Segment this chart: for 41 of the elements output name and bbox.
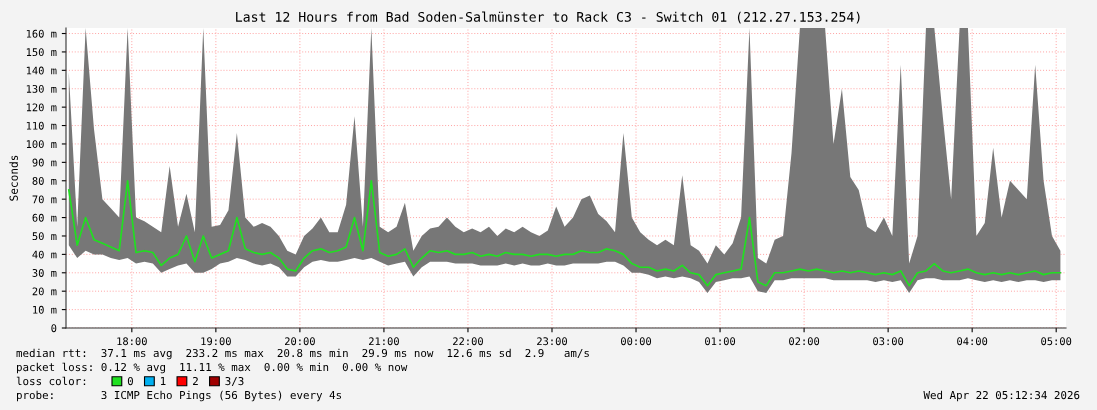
x-tick-label: 22:00 — [453, 337, 483, 346]
y-tick-label: 110 m — [26, 121, 57, 130]
x-tick-label: 03:00 — [873, 337, 904, 346]
y-tick-label: 70 m — [32, 195, 57, 204]
y-tick-label: 160 m — [26, 29, 57, 38]
x-tick-label: 20:00 — [284, 337, 315, 346]
legend-label: 0 — [127, 376, 133, 386]
text: packet loss: 0.12 % avg 11.11 % max 0.00 % min 0.00 % now — [17, 362, 408, 374]
x-tick-label: 19:00 — [201, 337, 231, 346]
x-tick-label: 01:00 — [705, 337, 736, 346]
y-tick-label: 150 m — [26, 48, 57, 57]
y-tick-label: 90 m — [32, 158, 57, 167]
y-tick-label: 140 m — [26, 66, 57, 75]
y-tick-label: 30 m — [32, 269, 57, 277]
x-tick-label: 18:00 — [117, 337, 147, 346]
legend-label: 2 — [193, 376, 198, 386]
y-tick-label: 20 m — [32, 287, 57, 296]
legend-label: 1 — [160, 377, 166, 386]
x-tick-label: 04:00 — [957, 337, 988, 346]
x-tick-label: 23:00 — [537, 337, 567, 346]
y-tick-label: 130 m — [26, 84, 57, 93]
y-tick-label: 0 — [51, 324, 57, 333]
y-axis-title: Seconds — [9, 155, 18, 201]
y-tick-label: 100 m — [26, 140, 57, 149]
text: median rtt: 37.1 ms avg 233.2 ms max 20.8 ms min 29.9 ms now 12.6 ms sd 2.9 am/s — [16, 348, 589, 360]
text: Wed Apr 22 05:12:34 2026 — [923, 390, 1080, 402]
line-series — [67, 179, 1062, 287]
y-tick-label: 60 m — [32, 213, 57, 222]
y-tick-label: 120 m — [26, 103, 57, 112]
x-tick-label: 00:00 — [621, 337, 652, 346]
chart-title: Last 12 Hours from Bad Soden-Salmünster to Rack C3 - Switch 01 (212.27.153.254) — [236, 11, 860, 24]
y-tick-label: 80 m — [32, 177, 57, 185]
y-tick-label: 50 m — [32, 232, 57, 241]
x-tick-label: 05:00 — [1041, 337, 1072, 346]
y-tick-label: 40 m — [32, 250, 57, 259]
y-tick-label: 10 m — [33, 305, 57, 314]
text: probe: 3 ICMP Echo Pings (56 Bytes) every 4s — [17, 390, 342, 402]
x-tick-label: 21:00 — [369, 337, 399, 346]
legend-label: 3/3 — [225, 376, 244, 387]
x-tick-label: 02:00 — [789, 337, 820, 346]
legend-title: loss color: — [16, 376, 86, 386]
